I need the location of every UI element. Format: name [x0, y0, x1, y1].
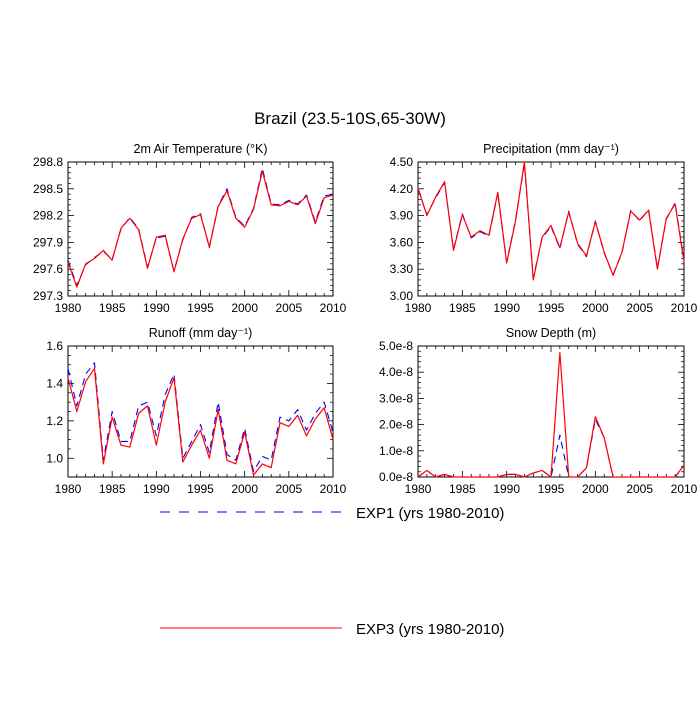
y-tick-label: 3.30 — [390, 262, 414, 276]
x-tick-label: 1980 — [405, 301, 432, 315]
y-tick-label: 297.3 — [33, 289, 63, 303]
figure-title: Brazil (23.5-10S,65-30W) — [254, 109, 446, 128]
x-tick-label: 2010 — [320, 482, 347, 496]
plot-frame — [67, 161, 334, 297]
series-line-exp1 — [417, 163, 685, 279]
x-tick-label: 1985 — [449, 482, 476, 496]
x-tick-label: 1995 — [187, 301, 214, 315]
y-tick-label: 3.60 — [390, 235, 414, 249]
x-tick-label: 1995 — [538, 301, 565, 315]
panel-title: Snow Depth (m) — [506, 326, 596, 340]
series-line-exp3 — [417, 351, 685, 478]
x-tick-label: 2010 — [320, 301, 347, 315]
series-line-exp1 — [67, 167, 334, 286]
x-tick-label: 1990 — [493, 301, 520, 315]
x-tick-label: 2010 — [671, 301, 698, 315]
series-line-exp1 — [417, 418, 685, 478]
x-tick-label: 2000 — [582, 482, 609, 496]
plot-frame — [417, 345, 685, 478]
y-tick-label: 2.0e-8 — [379, 418, 413, 432]
x-tick-label: 2005 — [275, 482, 302, 496]
x-tick-label: 1990 — [143, 301, 170, 315]
panel-title: Runoff (mm day⁻¹) — [149, 326, 253, 340]
series-line-exp3 — [67, 367, 334, 476]
y-tick-label: 1.0e-8 — [379, 444, 413, 458]
legend: EXP1 (yrs 1980-2010) EXP3 (yrs 1980-2010… — [160, 505, 504, 638]
x-tick-label: 2000 — [582, 301, 609, 315]
series-line-exp1 — [67, 362, 334, 472]
y-tick-label: 4.0e-8 — [379, 365, 413, 379]
plot-frame — [417, 161, 685, 297]
panel-title: 2m Air Temperature (°K) — [134, 142, 268, 156]
panel-runoff: Runoff (mm day⁻¹) 1980 1985 1990 1995 2000 200… — [46, 326, 346, 496]
y-tick-label: 4.50 — [390, 155, 414, 169]
y-tick-label: 3.00 — [390, 289, 414, 303]
x-tick-label: 1995 — [538, 482, 565, 496]
x-tick-label: 1980 — [405, 482, 432, 496]
x-tick-label: 2010 — [671, 482, 698, 496]
x-tick-label: 1990 — [143, 482, 170, 496]
y-tick-label: 297.6 — [33, 262, 63, 276]
x-tick-label: 2005 — [275, 301, 302, 315]
y-tick-label: 1.0 — [46, 451, 63, 465]
x-tick-label: 1985 — [449, 301, 476, 315]
legend-label-exp1: EXP1 (yrs 1980-2010) — [356, 505, 504, 522]
y-tick-label: 5.0e-8 — [379, 339, 413, 353]
plot-frame — [67, 345, 334, 478]
panel-snow-depth: Snow Depth (m) 1980 1985 1990 1995 2000 2005 20… — [379, 326, 698, 496]
x-tick-label: 1995 — [187, 482, 214, 496]
x-tick-label: 1985 — [99, 301, 126, 315]
y-tick-label: 298.2 — [33, 209, 63, 223]
y-tick-label: 1.4 — [46, 376, 63, 390]
y-tick-label: 297.9 — [33, 235, 63, 249]
y-tick-label: 298.8 — [33, 155, 63, 169]
x-tick-label: 1980 — [55, 301, 82, 315]
panels: 2m Air Temperature (°K) 1980 1985 1990 1995 2… — [33, 142, 698, 496]
y-tick-label: 1.2 — [46, 414, 63, 428]
y-tick-label: 0.0e-8 — [379, 470, 413, 484]
series-line-exp3 — [67, 170, 334, 288]
x-tick-label: 2000 — [231, 482, 258, 496]
panel-2m-air-temperature: 2m Air Temperature (°K) 1980 1985 1990 1995 2… — [33, 142, 347, 315]
y-tick-label: 4.20 — [390, 182, 414, 196]
x-tick-label: 1990 — [493, 482, 520, 496]
legend-label-exp3: EXP3 (yrs 1980-2010) — [356, 621, 504, 638]
y-tick-label: 1.6 — [46, 339, 63, 353]
y-tick-label: 298.5 — [33, 182, 63, 196]
y-tick-label: 3.0e-8 — [379, 391, 413, 405]
y-tick-label: 3.90 — [390, 209, 414, 223]
x-tick-label: 2000 — [231, 301, 258, 315]
series-line-exp3 — [417, 161, 685, 281]
panel-precipitation: Precipitation (mm day⁻¹) 1980 1985 1990 1995… — [390, 142, 698, 315]
x-tick-label: 1985 — [99, 482, 126, 496]
x-tick-label: 2005 — [626, 482, 653, 496]
panel-title: Precipitation (mm day⁻¹) — [483, 142, 619, 156]
x-tick-label: 2005 — [626, 301, 653, 315]
x-tick-label: 1980 — [55, 482, 82, 496]
